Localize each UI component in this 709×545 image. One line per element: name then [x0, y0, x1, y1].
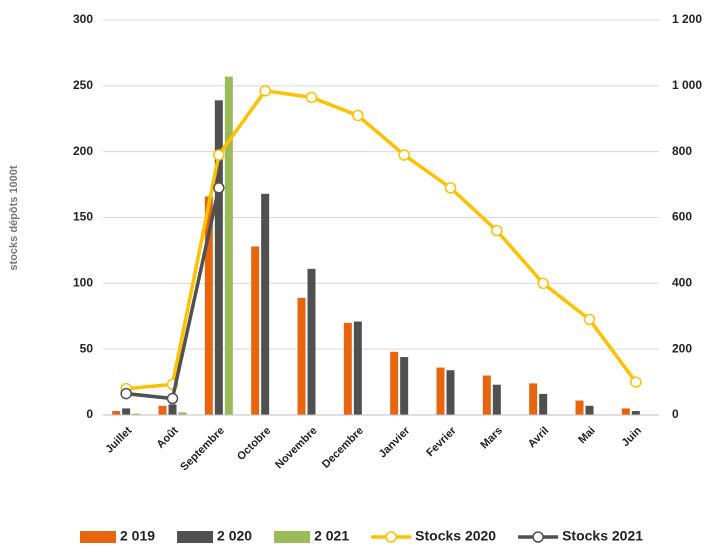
bar: [539, 393, 548, 415]
x-tick-label: Juin: [620, 425, 645, 450]
line-marker: [352, 109, 364, 122]
x-tick-label: Mai: [576, 425, 597, 446]
line-marker: [444, 182, 457, 194]
x-tick-label: Octobre: [235, 425, 273, 463]
legend-swatch: [274, 531, 311, 543]
bar: [400, 357, 409, 415]
bar: [585, 405, 594, 415]
line-marker: [166, 392, 179, 405]
x-tick-label: Septembre: [178, 425, 227, 474]
y-axis-label: stocks dépôts 1000t: [8, 165, 20, 270]
x-tick-label: Août: [154, 424, 180, 450]
bar: [122, 408, 131, 415]
bar: [297, 297, 306, 415]
line-marker: [630, 376, 642, 388]
y2-tick-label: 600: [672, 210, 692, 224]
x-tick-label: Decembre: [320, 425, 366, 471]
legend-label: 2 020: [217, 528, 252, 544]
legend-swatch: [177, 531, 214, 543]
bar: [492, 384, 501, 415]
y-tick-label: 50: [80, 341, 94, 355]
bar: [621, 408, 630, 415]
legend-swatch: [80, 531, 116, 543]
x-tick-label: Fevrier: [424, 424, 459, 459]
legend-swatch: [532, 531, 544, 543]
x-tick-label: Juillet: [103, 424, 134, 455]
bar: [343, 322, 352, 415]
bar: [390, 351, 399, 415]
line-marker: [213, 182, 225, 194]
bar: [168, 404, 177, 415]
line-marker: [259, 85, 271, 97]
legend-label: 2 019: [120, 528, 155, 544]
legend-label: Stocks 2020: [415, 528, 496, 544]
bar: [436, 367, 445, 415]
bar: [353, 321, 362, 415]
y-tick-label: 0: [86, 407, 93, 421]
bar: [446, 370, 455, 415]
bar: [529, 383, 538, 415]
y-tick-label: 150: [73, 210, 93, 224]
legend-label: Stocks 2021: [562, 528, 643, 544]
bar: [482, 375, 491, 415]
x-tick-label: Avril: [526, 425, 551, 450]
bar: [112, 411, 121, 415]
line-marker: [398, 149, 410, 161]
bar: [631, 411, 640, 415]
bar: [224, 76, 233, 415]
y2-tick-label: 200: [672, 341, 692, 355]
line-marker: [213, 149, 225, 161]
bar: [178, 412, 187, 415]
y2-tick-label: 0: [672, 407, 679, 421]
y2-tick-label: 1 000: [672, 78, 702, 92]
y2-tick-label: 400: [672, 276, 692, 290]
x-tick-label: Janvier: [377, 424, 413, 460]
line-marker: [583, 313, 596, 326]
y-tick-label: 250: [73, 78, 93, 92]
y2-tick-label: 1 200: [672, 12, 702, 26]
bar: [204, 196, 213, 415]
legend-swatch: [385, 531, 397, 543]
bar: [307, 268, 316, 415]
line-marker: [305, 91, 318, 104]
bar: [158, 405, 167, 415]
x-tick-label: Mars: [478, 425, 505, 452]
line-marker: [537, 277, 549, 290]
bar: [575, 400, 584, 415]
y-tick-label: 300: [73, 12, 93, 26]
y-tick-label: 200: [73, 144, 93, 158]
bar: [261, 193, 270, 415]
line: [126, 88, 638, 391]
y-tick-label: 100: [73, 276, 93, 290]
bar: [214, 100, 223, 416]
x-tick-label: Novembre: [273, 425, 320, 472]
bar: [251, 246, 260, 415]
y2-tick-label: 800: [672, 144, 692, 158]
bar: [132, 413, 141, 415]
line-marker: [120, 387, 132, 400]
line-marker: [491, 224, 503, 237]
legend-label: 2 021: [314, 528, 349, 544]
